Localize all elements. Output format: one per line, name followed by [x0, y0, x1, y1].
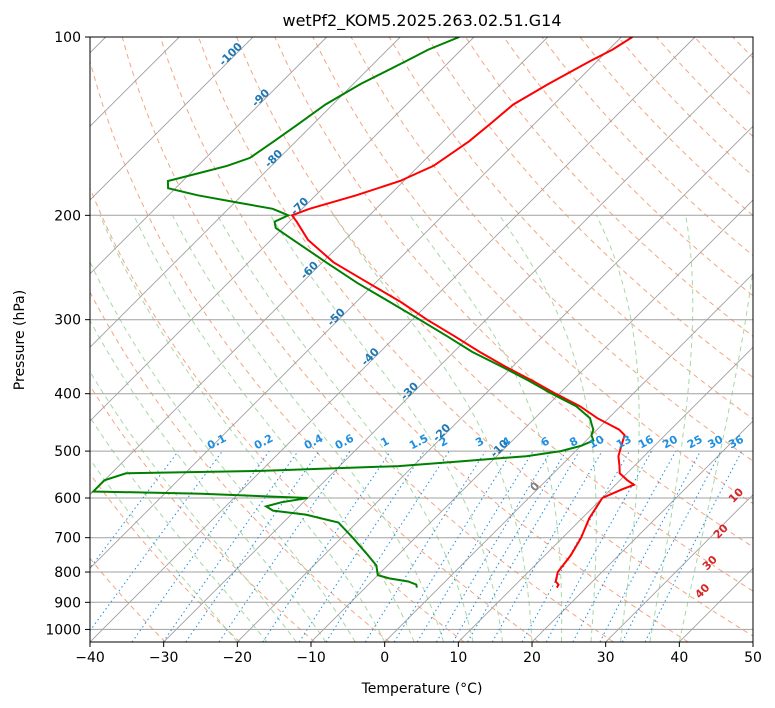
mixing-ratio-line [162, 450, 299, 642]
dry-adiabat-line [771, 37, 775, 642]
dry-adiabat-line [465, 37, 753, 338]
isotherm-line [310, 199, 753, 642]
mixing-ratio-label: 20 [660, 433, 680, 452]
dry-adiabat-line [503, 37, 753, 297]
mixing-ratio-line [218, 450, 351, 642]
y-tick-label: 600 [54, 491, 81, 507]
mixing-ratio-line [262, 450, 392, 642]
moist-adiabat-line [270, 215, 503, 642]
y-tick-label: 300 [54, 313, 81, 329]
x-tick-label: −30 [149, 650, 179, 666]
isotherm-line [752, 641, 753, 642]
x-tick-label: 50 [744, 650, 762, 666]
isotherm-line [531, 420, 753, 642]
isotherm-line [90, 37, 401, 348]
dry-adiabat-line [236, 37, 753, 592]
isotherm-line [90, 37, 254, 201]
grid-layer [90, 37, 775, 642]
x-tick-label: 10 [449, 650, 467, 666]
y-tick-label: 700 [54, 531, 81, 547]
moist-adiabat-line [90, 458, 238, 642]
mixing-ratio-line [599, 450, 701, 642]
moist-adiabat-line [678, 265, 753, 642]
dry-adiabat-line [121, 37, 614, 642]
moist-adiabat-line [499, 215, 597, 642]
y-axis-label: Pressure (hPa) [12, 290, 28, 390]
mixing-ratio-label: 16 [636, 433, 656, 452]
plot-frame [89, 36, 754, 643]
mixing-ratio-label: 36 [726, 433, 746, 452]
y-tick-label: 900 [54, 595, 81, 611]
y-tick-label: 1000 [45, 622, 81, 638]
moist-adiabat-line [133, 215, 415, 642]
dry-adiabat-line [90, 186, 465, 642]
dewpoint-profile-line [90, 37, 595, 588]
dry-adiabat-line [90, 291, 390, 642]
mixing-ratio-line [416, 450, 534, 642]
temperature-profile-line [290, 37, 637, 589]
isotherm-line [90, 37, 328, 275]
moist-adiabat-line [90, 260, 356, 642]
mixing-ratio-label: 13 [614, 433, 634, 452]
x-axis-label: Temperature (°C) [361, 681, 483, 697]
isotherm-line [90, 37, 622, 569]
x-tick-label: 40 [670, 650, 688, 666]
x-tick-label: −10 [296, 650, 326, 666]
tick-layer: −40 −30 −20 −10 0 10 20 30 40 50 100 200 300 400 500 60… [45, 30, 762, 666]
y-tick-label: 500 [54, 444, 81, 460]
x-tick-label: −20 [223, 650, 253, 666]
isotherm-line [163, 52, 753, 642]
isotherm-line [90, 37, 475, 422]
mixing-ratio-label: 30 [706, 433, 726, 452]
dry-adiabat-line [159, 37, 689, 642]
dry-adiabat-line [388, 37, 753, 420]
y-tick-label: 400 [54, 387, 81, 403]
mixing-ratio-line [452, 450, 567, 642]
y-tick-label: 200 [54, 208, 81, 224]
mixing-ratio-label: 25 [685, 433, 705, 452]
dry-adiabat-line [90, 384, 316, 642]
x-tick-label: 30 [597, 650, 615, 666]
moist-adiabat-line [596, 215, 640, 642]
mixing-ratio-line [393, 450, 513, 642]
isotherm-line [90, 37, 549, 496]
isotherm-line [90, 37, 696, 642]
y-tick-label: 100 [54, 30, 81, 46]
moist-adiabat-line [409, 215, 563, 642]
dry-adiabat-line [274, 37, 753, 548]
isotherm-line [605, 494, 753, 642]
mixing-ratio-line [364, 450, 486, 642]
mixing-ratio-line [298, 450, 425, 642]
mixing-ratio-line [572, 450, 677, 642]
dry-adiabat-line [350, 37, 753, 462]
mixing-ratio-line [325, 450, 450, 642]
mixing-ratio-line [435, 450, 552, 642]
moist-adiabat-line [90, 370, 297, 642]
plot-background [90, 37, 753, 642]
moist-adiabat-line [90, 319, 327, 642]
x-tick-label: 0 [380, 650, 389, 666]
isotherm-line [384, 273, 753, 642]
chart-title: wetPf2_KOM5.2025.263.02.51.G14 [282, 11, 561, 31]
mixing-ratio-line [90, 450, 179, 569]
moist-adiabat-line [172, 215, 445, 642]
x-tick-label: 20 [523, 650, 541, 666]
moist-adiabat-line [333, 215, 533, 642]
dry-adiabat-line [312, 37, 753, 505]
mixing-ratio-line [185, 450, 320, 642]
dry-adiabat-line [90, 59, 540, 642]
series-layer [90, 37, 637, 589]
mixing-ratio-label: 10 [587, 433, 607, 452]
dry-adiabat-line [90, 557, 166, 642]
mixing-ratio-line [467, 450, 580, 642]
moist-adiabat-line [90, 416, 268, 642]
moist-adiabat-line [649, 215, 694, 642]
isotherm-line [457, 346, 753, 642]
y-tick-label: 800 [54, 565, 81, 581]
moist-adiabat-line [217, 215, 474, 642]
x-tick-label: −40 [75, 650, 105, 666]
isotherm-line [236, 125, 753, 642]
dry-adiabat-line [90, 472, 241, 642]
